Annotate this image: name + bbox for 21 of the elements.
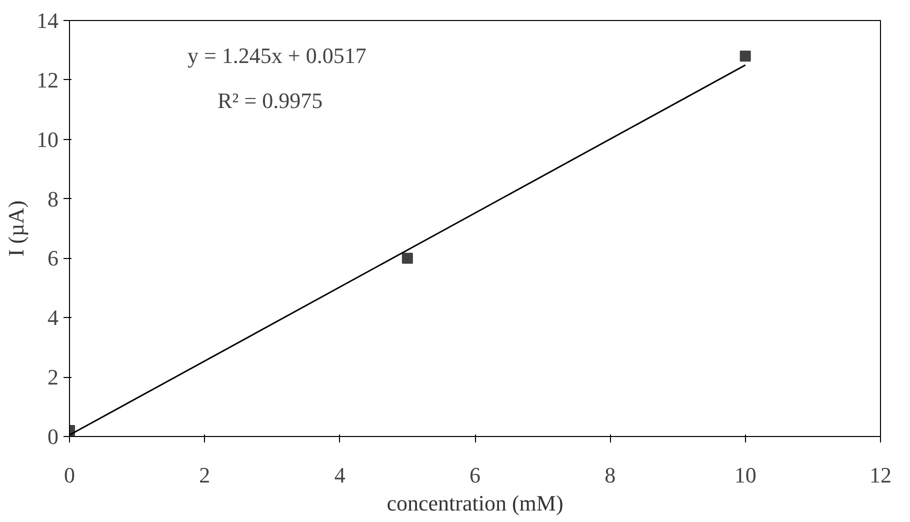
y-tick-label: 10 xyxy=(36,126,58,152)
y-tick-label: 4 xyxy=(48,305,58,330)
annotation: y = 1.245x + 0.0517 xyxy=(188,43,366,68)
x-tick-label: 12 xyxy=(870,462,892,488)
point xyxy=(402,252,413,264)
y-axis-title: I (µA) xyxy=(4,200,28,257)
y-tick-label: 6 xyxy=(48,246,58,271)
x-tick-label: 2 xyxy=(199,462,210,488)
y-tick-label: 0 xyxy=(48,424,58,449)
annotation: R² = 0.9975 xyxy=(218,88,323,113)
y-tick-label: 12 xyxy=(36,67,58,92)
point xyxy=(740,50,751,62)
x-tick-label: 8 xyxy=(604,462,616,488)
x-tick-label: 10 xyxy=(734,462,756,488)
x-tick-label: 4 xyxy=(334,462,346,488)
y-tick-label: 2 xyxy=(48,364,58,390)
y-tick-label: 14 xyxy=(36,8,58,33)
x-tick-label: 0 xyxy=(64,462,75,488)
x-tick-label: 6 xyxy=(470,462,480,488)
x-axis-title: concentration (mM) xyxy=(386,490,564,516)
y-tick-label: 8 xyxy=(48,186,58,212)
